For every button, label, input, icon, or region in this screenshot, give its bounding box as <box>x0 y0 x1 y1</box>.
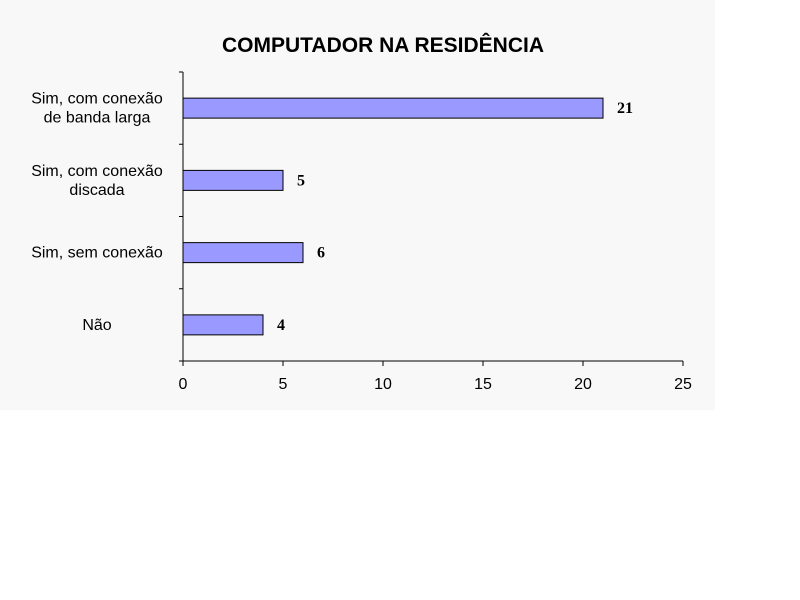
data-label: 6 <box>317 245 325 262</box>
data-label: 21 <box>617 100 633 117</box>
data-label: 4 <box>277 317 285 334</box>
x-tick-label: 10 <box>374 376 392 393</box>
chart-area: COMPUTADOR NA RESIDÊNCIA 0 5 10 15 20 25 Sim, … <box>31 33 692 393</box>
bar-chart: COMPUTADOR NA RESIDÊNCIA 0 5 10 15 20 25 Sim, … <box>31 33 692 393</box>
chart-title: COMPUTADOR NA RESIDÊNCIA <box>222 33 544 57</box>
x-tick-label: 20 <box>574 376 592 393</box>
bar <box>182 314 264 336</box>
bar <box>182 169 284 191</box>
category-label: Sim, com conexão <box>31 91 163 108</box>
category-label: Sim, sem conexão <box>31 245 163 262</box>
category-label: Não <box>82 317 111 334</box>
bar <box>182 242 304 264</box>
x-tick-label: 5 <box>279 376 288 393</box>
x-tick-label: 25 <box>674 376 692 393</box>
bar <box>182 97 604 119</box>
category-label: discada <box>69 182 124 199</box>
category-label: Sim, com conexão <box>31 163 163 180</box>
x-tick-label: 15 <box>474 376 492 393</box>
category-label: de banda larga <box>44 110 151 127</box>
plot-area: 0 5 10 15 20 25 Sim, com conexão de banda larga… <box>31 71 692 393</box>
x-tick-label: 0 <box>179 376 188 393</box>
data-label: 5 <box>297 172 305 189</box>
